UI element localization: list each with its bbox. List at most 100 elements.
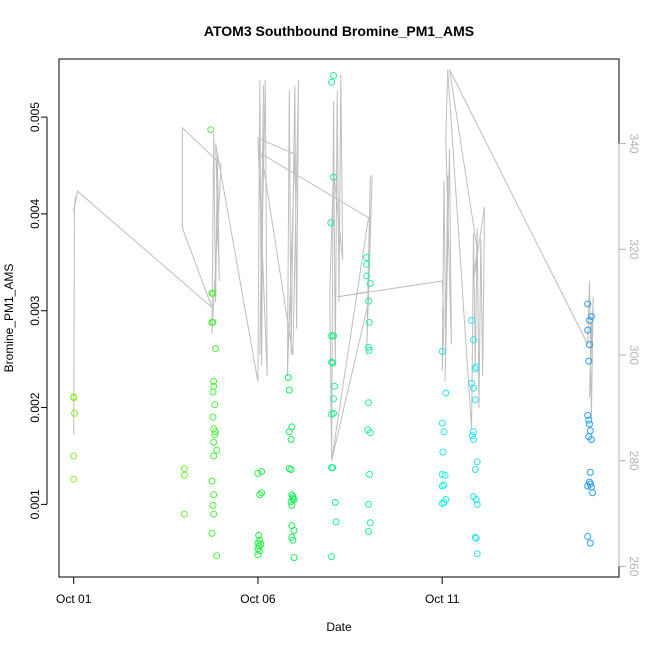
data-point <box>180 510 188 518</box>
data-point <box>584 411 592 419</box>
data-point <box>254 469 262 477</box>
data-point <box>207 126 215 134</box>
data-point <box>330 72 337 79</box>
data-point <box>208 529 216 537</box>
x-tick-label: Oct 11 <box>425 592 460 606</box>
data-point <box>470 436 477 443</box>
data-point <box>442 389 450 397</box>
data-point <box>210 510 218 518</box>
data-point <box>365 344 372 351</box>
data-point <box>210 438 218 446</box>
data-point <box>255 531 263 539</box>
data-point <box>473 458 481 466</box>
data-point <box>441 471 449 479</box>
data-point <box>366 519 374 527</box>
data-point <box>209 413 217 421</box>
data-point <box>209 501 217 509</box>
data-point <box>258 468 266 475</box>
data-point <box>70 475 78 483</box>
data-point <box>468 432 476 440</box>
data-point <box>209 289 217 297</box>
data-point <box>586 427 594 435</box>
point-layer <box>70 72 596 562</box>
data-point <box>470 336 477 344</box>
y2-tick-label: 340 <box>627 134 641 154</box>
data-point <box>471 533 479 541</box>
data-point <box>210 452 218 460</box>
data-point <box>585 357 593 365</box>
data-point <box>209 388 217 396</box>
y-tick-label: 0.003 <box>28 295 42 325</box>
data-point <box>331 498 339 506</box>
data-point <box>584 326 592 334</box>
data-point <box>586 316 593 324</box>
x-axis-label: Date <box>326 620 352 634</box>
data-point <box>470 384 477 392</box>
data-point <box>180 465 188 473</box>
data-point <box>472 534 480 542</box>
y-tick-label: 0.005 <box>28 102 42 132</box>
data-point <box>471 396 479 404</box>
data-point <box>287 466 295 473</box>
data-point <box>210 491 218 499</box>
data-point <box>363 254 371 261</box>
x-tick-label: Oct 06 <box>240 592 276 606</box>
data-point <box>213 552 221 560</box>
data-point <box>365 346 373 354</box>
data-point <box>587 436 595 443</box>
data-point <box>330 332 337 340</box>
data-point <box>213 446 221 454</box>
data-point <box>472 496 480 503</box>
data-point <box>584 532 592 540</box>
data-point <box>210 377 218 385</box>
data-point <box>473 500 481 508</box>
data-point <box>287 436 295 443</box>
y-tick-label: 0.002 <box>28 392 42 422</box>
axes-layer: 0.001 0.002 0.003 0.004 0.005 260 280 300 320 340… <box>28 102 641 606</box>
data-point <box>468 379 476 387</box>
data-point <box>258 489 266 497</box>
data-point <box>330 409 337 417</box>
data-point <box>180 471 188 479</box>
data-point <box>71 409 78 417</box>
data-point <box>290 496 298 503</box>
data-point <box>329 464 337 472</box>
data-point <box>470 428 477 436</box>
chart-title: ATOM3 Southbound Bromine_PM1_AMS <box>204 23 474 39</box>
data-point <box>440 428 448 436</box>
y-axis-label: Bromine_PM1_AMS <box>2 264 16 373</box>
data-point <box>327 219 335 227</box>
data-point <box>438 499 446 507</box>
data-point <box>209 318 217 326</box>
data-point <box>473 550 481 558</box>
data-point <box>585 416 593 424</box>
data-point <box>471 365 479 373</box>
y-tick-label: 0.004 <box>28 199 42 229</box>
data-point <box>330 395 337 403</box>
data-point <box>366 470 374 478</box>
data-point <box>208 477 216 485</box>
data-point <box>365 500 372 508</box>
data-point <box>363 272 371 280</box>
data-point <box>211 401 219 409</box>
data-point <box>328 553 336 561</box>
data-point <box>438 482 446 490</box>
plot-frame <box>58 58 620 578</box>
data-point <box>328 332 336 340</box>
data-point <box>438 347 446 355</box>
data-point <box>211 431 219 439</box>
data-point <box>285 428 293 436</box>
y2-tick-label: 280 <box>627 451 641 471</box>
data-point <box>330 173 337 181</box>
y2-tick-label: 260 <box>627 556 641 576</box>
y-tick-label: 0.001 <box>28 489 42 519</box>
data-point <box>584 300 592 308</box>
data-point <box>290 554 298 562</box>
data-point <box>257 540 265 548</box>
data-point <box>468 316 476 324</box>
data-point <box>587 313 595 320</box>
data-point <box>438 419 446 427</box>
data-point <box>290 527 298 534</box>
data-point <box>212 345 220 352</box>
data-point <box>586 341 593 349</box>
